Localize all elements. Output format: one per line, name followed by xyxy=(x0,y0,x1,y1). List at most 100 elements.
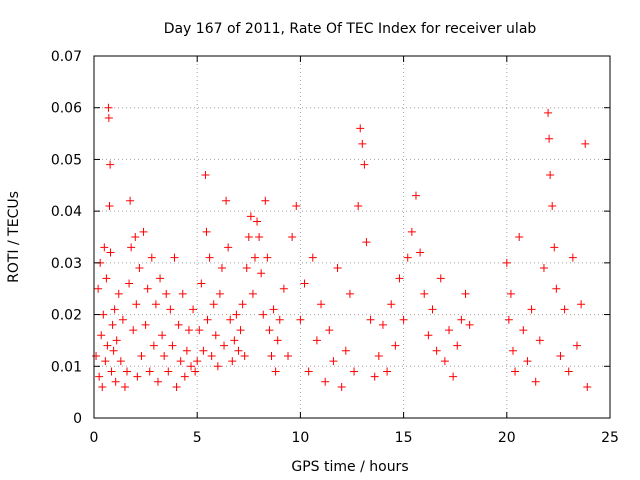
data-point xyxy=(126,196,135,205)
data-point xyxy=(292,201,301,210)
data-point xyxy=(132,300,141,309)
data-point xyxy=(174,320,183,329)
data-point xyxy=(176,357,185,366)
data-point xyxy=(253,217,262,226)
data-point xyxy=(383,367,392,376)
data-point xyxy=(284,351,293,360)
data-point xyxy=(182,346,191,355)
data-point xyxy=(308,253,317,262)
data-point xyxy=(166,305,175,314)
data-point xyxy=(325,326,334,335)
data-point xyxy=(105,201,114,210)
data-point xyxy=(465,320,474,329)
data-point xyxy=(141,320,150,329)
data-point xyxy=(187,362,196,371)
data-point xyxy=(556,351,565,360)
data-point xyxy=(170,253,179,262)
data-point xyxy=(416,248,425,257)
data-point xyxy=(440,357,449,366)
data-point xyxy=(211,331,220,340)
data-point xyxy=(197,279,206,288)
data-point xyxy=(129,326,138,335)
data-point xyxy=(502,258,511,267)
data-point xyxy=(195,326,204,335)
data-point xyxy=(98,382,107,391)
data-point xyxy=(112,336,121,345)
data-point xyxy=(145,367,154,376)
data-point xyxy=(263,253,272,262)
x-tick-label: 0 xyxy=(90,430,99,446)
data-point xyxy=(550,243,559,252)
data-point xyxy=(156,274,165,283)
data-point xyxy=(317,300,326,309)
data-point xyxy=(504,315,513,324)
data-point xyxy=(360,160,369,169)
data-point xyxy=(259,310,268,319)
data-point xyxy=(370,372,379,381)
data-point xyxy=(261,196,270,205)
data-point xyxy=(341,346,350,355)
data-point xyxy=(432,346,441,355)
data-point xyxy=(399,315,408,324)
data-point xyxy=(95,372,104,381)
data-point xyxy=(178,289,187,298)
data-point xyxy=(508,346,517,355)
data-point xyxy=(407,227,416,236)
data-point xyxy=(131,233,140,241)
data-point xyxy=(191,367,200,376)
data-point xyxy=(172,382,181,391)
data-point xyxy=(104,103,113,112)
axis-ticks xyxy=(93,55,611,419)
data-point xyxy=(345,289,354,298)
data-point xyxy=(395,274,404,283)
data-point xyxy=(428,305,437,314)
grid-lines xyxy=(94,56,610,418)
data-point xyxy=(168,341,177,350)
data-point xyxy=(232,310,241,319)
data-points xyxy=(92,103,592,391)
data-point xyxy=(94,284,103,293)
data-point xyxy=(535,336,544,345)
data-point xyxy=(544,108,553,117)
data-point xyxy=(106,248,115,257)
data-point xyxy=(354,201,363,210)
data-point xyxy=(201,170,210,179)
x-tick-label: 5 xyxy=(193,430,202,446)
data-point xyxy=(127,243,136,252)
data-point xyxy=(118,315,127,324)
data-point xyxy=(162,289,171,298)
data-point xyxy=(116,357,125,366)
data-point xyxy=(453,341,462,350)
data-point xyxy=(209,300,218,309)
data-point xyxy=(147,253,156,262)
data-point xyxy=(560,305,569,314)
data-point xyxy=(100,243,109,252)
data-point xyxy=(539,264,548,273)
data-point xyxy=(102,274,111,283)
data-point xyxy=(224,243,233,252)
data-point xyxy=(548,201,557,210)
x-tick-label: 25 xyxy=(601,430,619,446)
data-point xyxy=(193,357,202,366)
data-point xyxy=(228,357,237,366)
data-point xyxy=(202,227,211,236)
data-point xyxy=(546,170,555,179)
y-tick-label: 0.06 xyxy=(51,101,82,117)
data-point xyxy=(215,289,224,298)
data-point xyxy=(104,114,113,123)
data-point xyxy=(572,341,581,350)
data-point xyxy=(120,382,129,391)
data-point xyxy=(164,367,173,376)
data-point xyxy=(125,279,134,288)
data-point xyxy=(523,357,532,366)
y-tick-label: 0.07 xyxy=(51,49,82,65)
data-point xyxy=(110,305,119,314)
data-point xyxy=(300,279,309,288)
data-point xyxy=(358,139,367,148)
x-tick-label: 10 xyxy=(291,430,309,446)
data-point xyxy=(205,253,214,262)
data-point xyxy=(424,331,433,340)
data-point xyxy=(199,346,208,355)
data-point xyxy=(207,351,216,360)
data-point xyxy=(99,310,108,319)
